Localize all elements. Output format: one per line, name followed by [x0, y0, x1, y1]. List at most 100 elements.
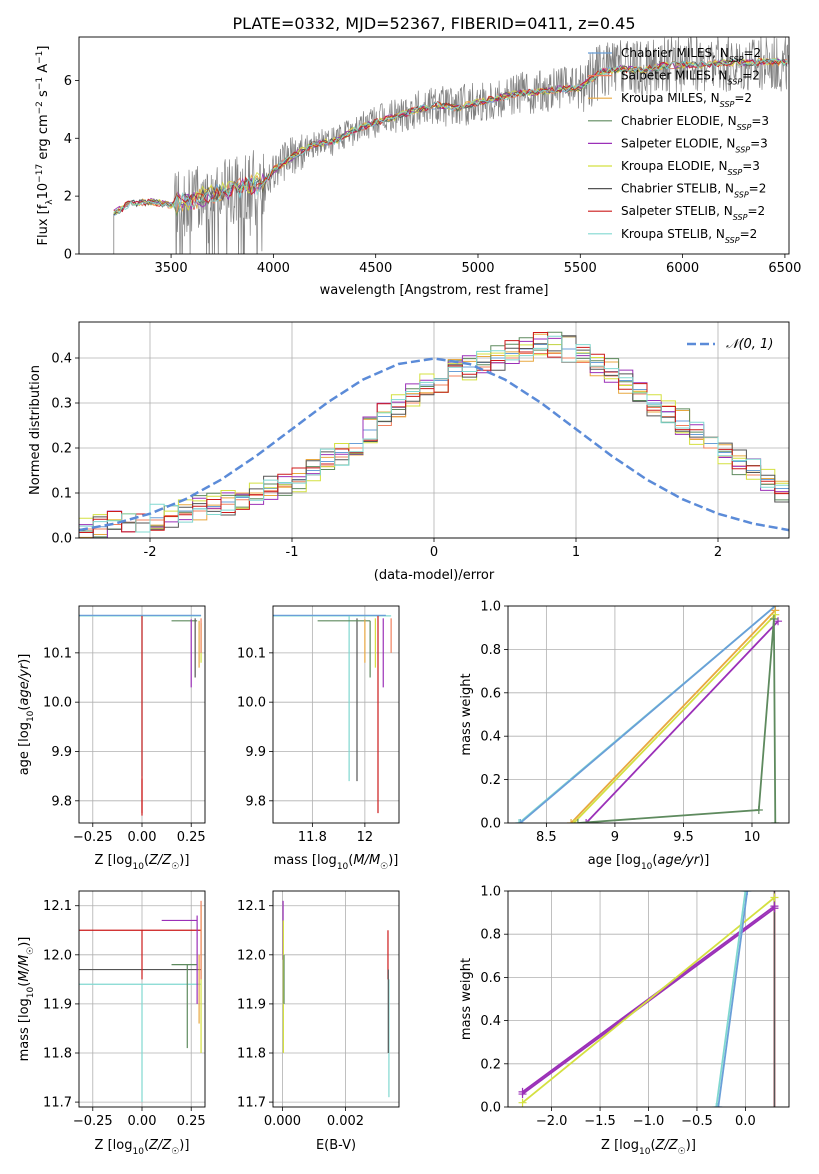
- weight_vs_age-ytick-label: 1.0: [480, 600, 501, 615]
- mass_vs_ebv-ytick-label: 11.8: [237, 1047, 266, 1062]
- weight-Z-line: [521, 896, 776, 1104]
- age-Z-xlabel-part: Z [log: [95, 853, 133, 868]
- legend-tail: =2: [749, 182, 767, 196]
- weight-age-marker: [771, 819, 780, 823]
- weight_vs_Z-xtick-label: 0.0: [735, 1114, 756, 1129]
- weight-age-xlabel-part: age [log: [588, 853, 641, 868]
- mass_vs_Z-axes: −0.25 0.00 0.25 11.7 11.8 11.9 12.0 12.1: [43, 891, 206, 1129]
- age-mass-xlabel-part: M/M: [353, 853, 380, 868]
- histogram-step-line: [79, 332, 789, 538]
- legend-text: Salpeter ELODIE, N: [621, 136, 735, 150]
- age_vs_Z-plot-area: [79, 614, 202, 816]
- legend-tail: =2: [743, 46, 761, 60]
- mass-Z-ylabel-part: M/M: [17, 955, 32, 982]
- mass_vs_Z-frame: [78, 890, 206, 1108]
- mass_vs_ebv-xtick-label: 0.002: [327, 1114, 364, 1129]
- mass-ebv-xlabel: E(B-V): [316, 1138, 356, 1153]
- spectrum-xtick-label: 4000: [257, 261, 290, 276]
- residuals-plot-area: [79, 331, 789, 538]
- weight-age-marker: [771, 610, 780, 619]
- age_vs_mass-ytick-label: 10.1: [237, 646, 266, 661]
- mass_vs_ebv-plot-area: [282, 900, 390, 1098]
- weight-age-marker: [569, 819, 578, 823]
- spectrum-ylabel-part: Flux [f: [36, 204, 51, 245]
- mass-Z-xlabel: Z [log10(Z/Z☉)]: [95, 1138, 190, 1157]
- mass_vs_ebv-ytick-label: 12.0: [237, 948, 266, 963]
- weight-Z-line: [715, 891, 747, 1107]
- age_vs_mass-xtick-label: 11.8: [298, 830, 327, 845]
- weight-age-line: [577, 618, 777, 823]
- spectrum-xtick-label: 6500: [768, 261, 801, 276]
- age_vs_Z-xtick-label: −0.25: [73, 830, 113, 845]
- spectrum-frame: [78, 36, 790, 255]
- mass_vs_ebv-axes: 0.000 0.002 11.7 11.8 11.9 12.0 12.1: [237, 891, 399, 1129]
- legend-sub: SSP: [737, 122, 752, 131]
- weight-Z-ylabel-part: mass weight: [459, 958, 474, 1040]
- weight-Z-marker: [770, 893, 779, 902]
- spectrum-legend-label: Kroupa STELIB, NSSP=2: [621, 227, 757, 245]
- histogram-step-line: [79, 335, 789, 538]
- weight-age-line: [570, 609, 776, 823]
- spectrum-legend-label: Salpeter ELODIE, NSSP=3: [621, 136, 768, 154]
- weight_vs_Z-xtick-label: −0.5: [681, 1114, 713, 1129]
- residuals-frame: [78, 321, 790, 539]
- spectrum-ytick-label: 4: [64, 132, 72, 147]
- weight-age-ylabel-part: mass weight: [459, 673, 474, 755]
- weight_vs_Z-xtick-label: −2.0: [536, 1114, 568, 1129]
- mass-Z-ylabel: mass [log10(M/M☉)]: [17, 937, 36, 1062]
- weight-age-xlabel-part: (: [652, 853, 657, 868]
- age_vs_Z-ytick-label: 9.9: [51, 745, 72, 760]
- spectrum-legend-label: Chabrier STELIB, NSSP=2: [621, 182, 766, 200]
- weight-Z-marker: [741, 891, 750, 895]
- weight-age-line: [519, 606, 776, 823]
- residuals-ylabel-part: Normed distribution: [28, 365, 43, 495]
- spectrum-ylabel-part: s: [36, 90, 51, 101]
- legend-sub: SSP: [728, 77, 743, 86]
- weight_vs_Z-ytick-label: 0.2: [480, 1057, 501, 1072]
- residuals-axes: -2 -1 0 1 2 0.0 0.1 0.2 0.3 0.4: [51, 322, 789, 560]
- age-Z-xlabel-part: ☉: [171, 862, 179, 872]
- residuals-xtick-label: 1: [572, 545, 580, 560]
- residuals-ytick-label: 0.2: [51, 442, 72, 457]
- weight_vs_Z-xtick-label: −1.0: [633, 1114, 665, 1129]
- weight-age-xlabel-part: )]: [699, 853, 709, 868]
- weight-age-marker: [754, 805, 763, 814]
- weight_vs_Z-ytick-label: 0.6: [480, 971, 501, 986]
- mass-Z-xlabel-part: )]: [179, 1138, 189, 1153]
- residuals-xtick-label: -2: [144, 545, 157, 560]
- weight-Z-marker: [770, 904, 779, 913]
- weight_vs_age-axes: 8.5 9 9.5 10 0.0 0.2 0.4 0.6 0.8 1.0: [480, 600, 789, 845]
- weight-Z-marker: [712, 1103, 721, 1107]
- legend-text: Salpeter MILES, N: [621, 69, 728, 83]
- residuals-ytick-label: 0.3: [51, 397, 72, 412]
- age-Z-ylabel-part: age/yr: [17, 662, 32, 705]
- weight-age-xlabel: age [log10(age/yr)]: [588, 853, 710, 872]
- legend-tail: =2: [742, 69, 760, 83]
- age-Z-xlabel-part: Z/Z: [148, 853, 172, 868]
- age-mass-xlabel-part: mass [log: [274, 853, 337, 868]
- spectrum-ylabel-part: ]: [36, 46, 51, 51]
- legend-sub: SSP: [725, 235, 740, 244]
- mass_vs_ebv-xtick-label: 0.000: [264, 1114, 301, 1129]
- spectrum-ylabel-part: −17: [35, 164, 45, 183]
- spectrum-legend-label: Kroupa MILES, NSSP=2: [621, 91, 752, 109]
- mass-Z-xlabel-part: 10: [132, 1147, 144, 1157]
- spectrum-ytick-label: 0: [64, 248, 72, 263]
- figure-title: PLATE=0332, MJD=52367, FIBERID=0411, z=0…: [232, 14, 635, 33]
- mass-Z-xlabel-part: ☉: [171, 1147, 179, 1157]
- mass_vs_Z-ytick-label: 11.7: [43, 1096, 72, 1111]
- mass_vs_Z-ytick-label: 11.9: [43, 997, 72, 1012]
- age-Z-ylabel-part: age [log: [17, 722, 32, 775]
- weight-age-marker: [774, 617, 783, 626]
- mass_vs_Z-ytick-label: 11.8: [43, 1047, 72, 1062]
- age_vs_mass-plot-area: [273, 614, 392, 814]
- weight_vs_age-ytick-label: 0.6: [480, 686, 501, 701]
- spectrum-ylabel-part: A: [36, 64, 51, 77]
- age_vs_Z-axes: −0.25 0.00 0.25 9.8 9.9 10.0 10.1: [43, 606, 206, 845]
- weight-age-marker: [769, 615, 778, 624]
- mass_vs_Z-xtick-label: 0.25: [177, 1114, 206, 1129]
- spectrum-xlabel-part: wavelength [Angstrom, rest frame]: [320, 283, 549, 298]
- legend-text: Kroupa MILES, N: [621, 91, 720, 105]
- mass-Z-ylabel-part: mass [log: [17, 998, 32, 1061]
- age-Z-xlabel: Z [log10(Z/Z☉)]: [95, 853, 190, 872]
